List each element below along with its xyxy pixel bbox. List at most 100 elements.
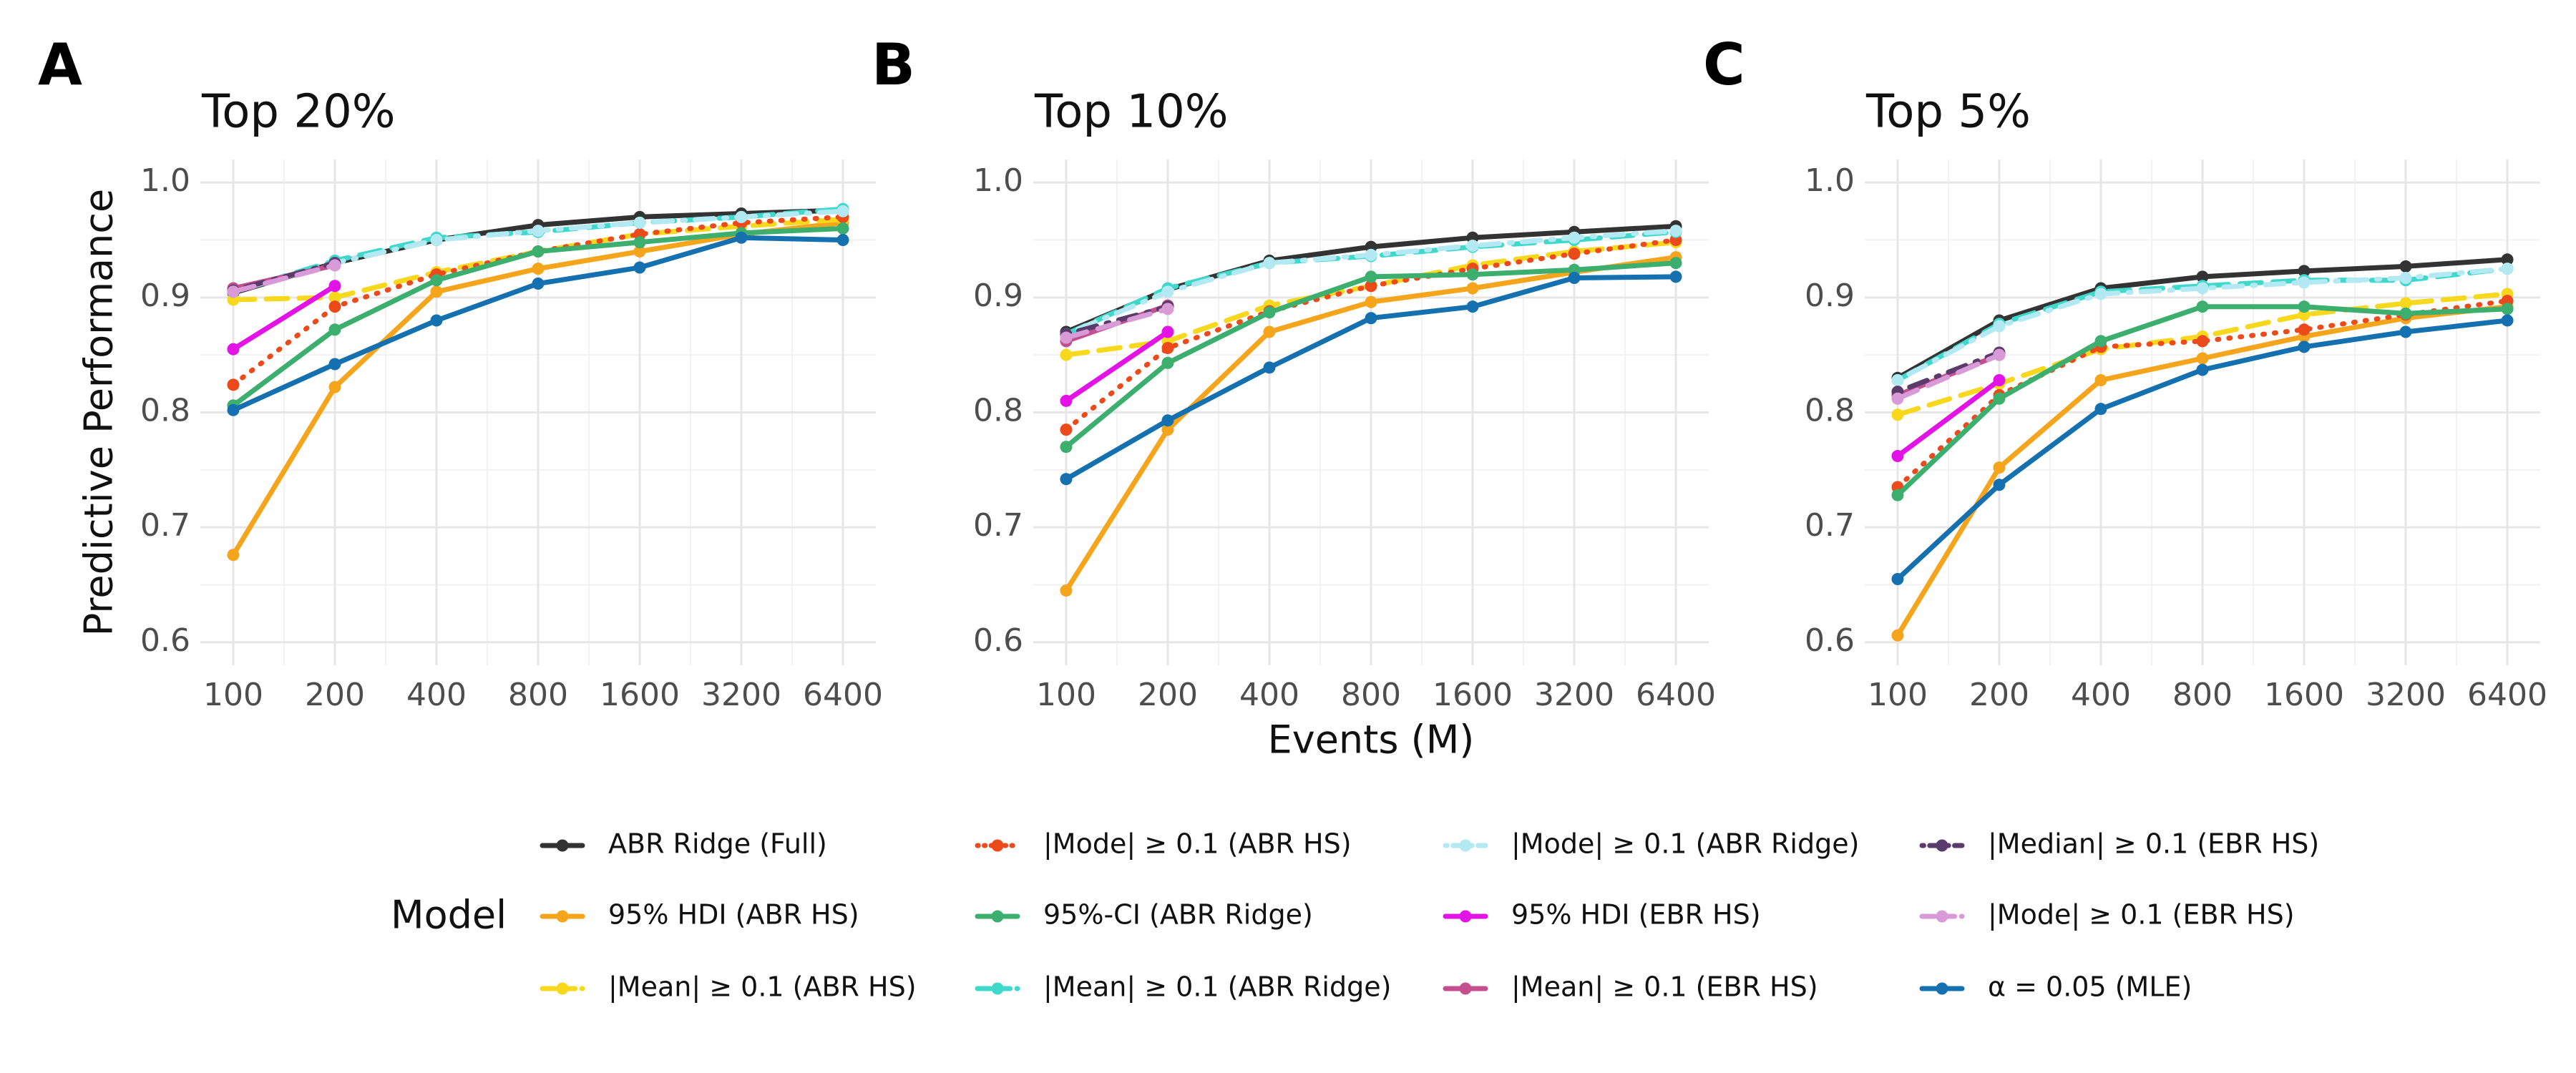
legend-label: |Mean| ≥ 0.1 (EBR HS) <box>1511 971 1818 1004</box>
x-tick-label: 200 <box>1138 677 1198 713</box>
data-point <box>227 549 240 562</box>
data-point <box>1060 348 1073 361</box>
x-tick-label: 1600 <box>2264 677 2344 713</box>
data-point <box>735 210 748 223</box>
data-point <box>2094 288 2107 300</box>
data-point <box>1891 629 1904 642</box>
series-line <box>230 263 338 295</box>
data-point <box>532 245 545 258</box>
data-point <box>2501 314 2514 327</box>
series-line <box>1895 350 2002 395</box>
x-tick-label: 1600 <box>600 677 680 713</box>
legend-swatch-point <box>1936 839 1948 852</box>
y-tick-label: 1.0 <box>973 162 1023 199</box>
y-tick-label: 0.7 <box>973 507 1023 544</box>
data-point <box>532 278 545 290</box>
legend-title: Model <box>391 893 507 938</box>
data-point <box>2196 352 2209 365</box>
data-point <box>430 274 443 287</box>
data-point <box>2501 263 2514 275</box>
legend-swatch-point <box>1459 982 1472 995</box>
legend-swatch-point <box>1936 982 1948 995</box>
data-point <box>1365 295 1377 308</box>
data-point <box>1993 479 2006 491</box>
data-point <box>1891 572 1904 585</box>
legend-swatch-point <box>991 910 1004 923</box>
y-tick-label: 0.7 <box>1805 507 1855 544</box>
data-point <box>328 323 341 336</box>
data-point <box>328 381 341 393</box>
data-point <box>1891 489 1904 501</box>
data-point <box>1568 272 1581 285</box>
data-point <box>633 261 646 274</box>
y-tick-label: 0.6 <box>140 622 190 659</box>
data-point <box>1891 408 1904 421</box>
data-point <box>1466 240 1479 253</box>
data-point <box>2094 335 2107 348</box>
x-tick-label: 400 <box>1239 677 1299 713</box>
series-line <box>1063 306 1171 340</box>
data-point <box>2196 270 2209 283</box>
chart-title: Top 10% <box>1034 86 1229 139</box>
series-line <box>1895 352 2002 401</box>
data-point <box>1263 325 1276 338</box>
data-point <box>1669 257 1682 270</box>
data-point <box>532 263 545 275</box>
data-point <box>2399 325 2412 338</box>
data-point <box>430 314 443 327</box>
data-point <box>2094 374 2107 387</box>
x-tick-label: 3200 <box>1534 677 1614 713</box>
chart-title: Top 5% <box>1865 86 2031 139</box>
data-point <box>1161 342 1174 355</box>
y-tick-label: 0.8 <box>140 393 190 429</box>
data-point <box>1568 248 1581 260</box>
data-point <box>1060 473 1073 486</box>
x-tick-label: 400 <box>406 677 467 713</box>
y-tick-label: 0.6 <box>1805 622 1855 659</box>
x-axis-label: Events (M) <box>1268 717 1475 763</box>
data-point <box>2501 253 2514 266</box>
series-line <box>230 283 338 352</box>
data-point <box>2094 403 2107 416</box>
data-point <box>1993 320 2006 333</box>
data-point <box>1993 392 2006 405</box>
data-point <box>1466 268 1479 281</box>
data-point <box>1263 361 1276 374</box>
y-tick-label: 0.9 <box>973 278 1023 314</box>
data-point <box>430 285 443 298</box>
data-point <box>227 285 240 298</box>
data-point <box>1161 414 1174 427</box>
data-point <box>633 236 646 249</box>
data-point <box>2298 300 2311 313</box>
legend-swatch-point <box>556 910 569 923</box>
data-point <box>1365 312 1377 325</box>
panel-label: C <box>1703 31 1745 98</box>
x-tick-label: 1600 <box>1433 677 1513 713</box>
data-point <box>836 222 849 235</box>
data-point <box>1891 374 1904 387</box>
legend-swatch-point <box>991 839 1004 852</box>
data-point <box>430 233 443 246</box>
x-tick-label: 100 <box>1868 677 1928 713</box>
y-axis-label: Predictive Performance <box>77 189 122 637</box>
y-tick-label: 0.8 <box>1805 393 1855 429</box>
x-tick-label: 200 <box>305 677 365 713</box>
series-line <box>1063 304 1171 337</box>
data-point <box>532 225 545 237</box>
data-point <box>2298 340 2311 353</box>
data-point <box>2298 265 2311 278</box>
data-point <box>2196 282 2209 295</box>
panel-label: A <box>38 31 82 98</box>
data-point <box>2196 335 2209 348</box>
data-point <box>1060 441 1073 454</box>
data-point <box>1161 285 1174 298</box>
data-point <box>1161 325 1174 338</box>
x-tick-label: 6400 <box>2467 677 2547 713</box>
data-point <box>633 245 646 258</box>
x-tick-label: 800 <box>1341 677 1401 713</box>
panel-label: B <box>872 31 915 98</box>
data-point <box>633 216 646 229</box>
data-point <box>735 231 748 244</box>
